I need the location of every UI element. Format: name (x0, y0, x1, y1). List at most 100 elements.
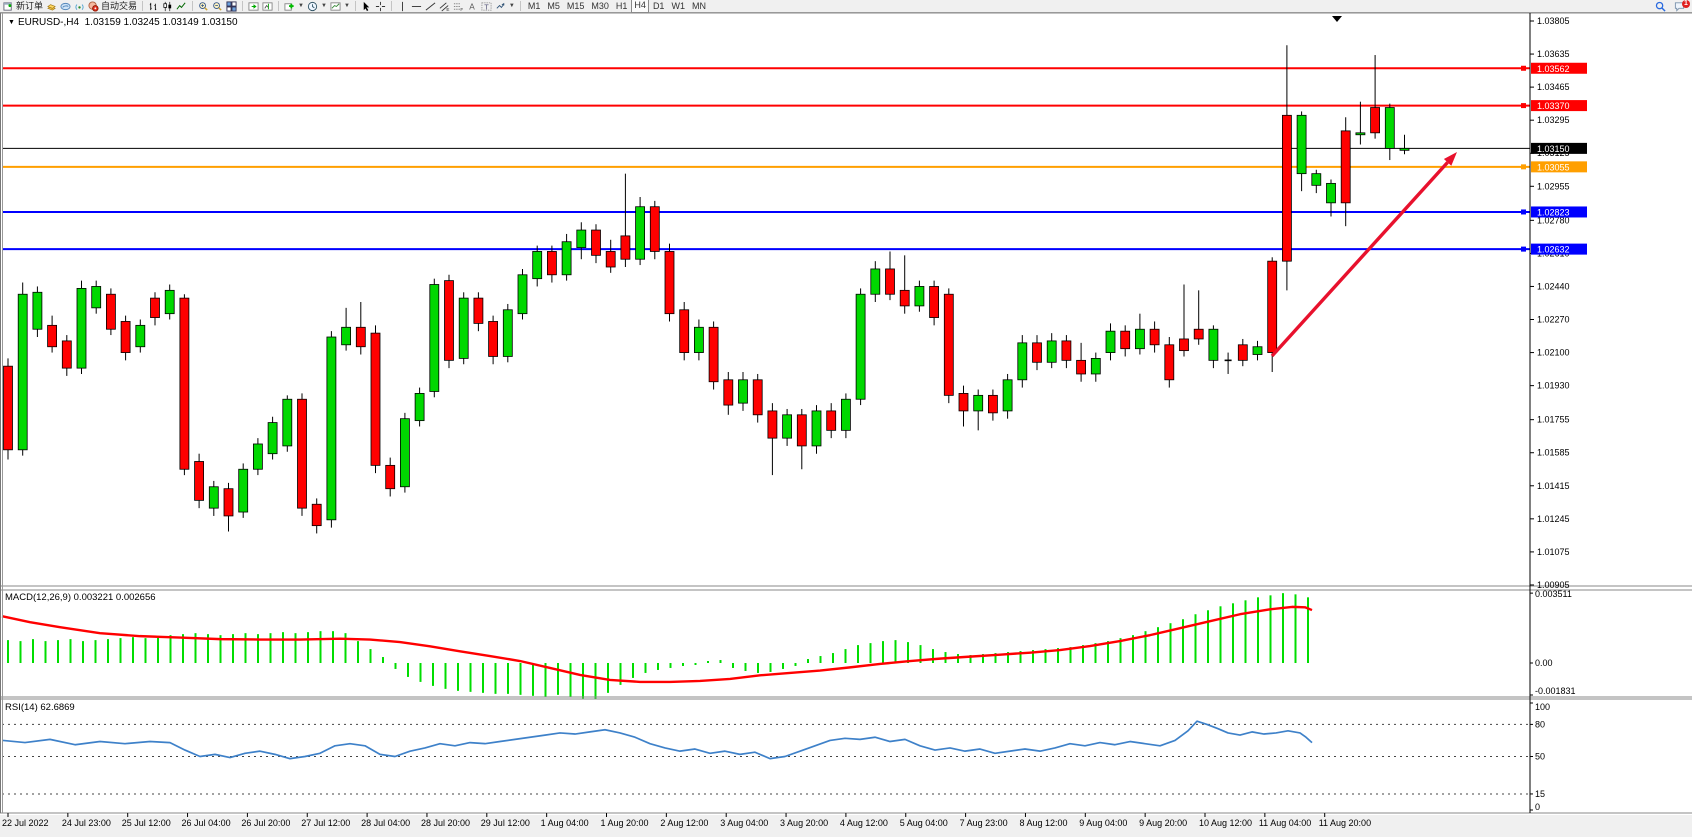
svg-text:0.003511: 0.003511 (1535, 589, 1572, 599)
svg-text:T: T (484, 2, 489, 11)
text-label-tool-button[interactable]: T (480, 0, 493, 12)
zoom-in-button[interactable] (197, 0, 210, 12)
toolbar-separator (354, 1, 356, 11)
macd-panel[interactable] (1, 593, 1313, 700)
toolbar-separator (142, 1, 144, 11)
horizontal-price-lines[interactable] (2, 65, 1530, 252)
indicators-dropdown-arrow: ▼ (298, 3, 304, 9)
bar-chart-button[interactable] (147, 0, 160, 12)
market-watch-button[interactable] (45, 0, 58, 12)
timeframe-m30-button[interactable]: M30 (591, 1, 609, 11)
crosshair-icon (375, 1, 385, 11)
svg-text:2 Aug 12:00: 2 Aug 12:00 (660, 818, 708, 828)
timeframe-d1-button[interactable]: D1 (652, 1, 665, 11)
templates-button[interactable]: ▼ (329, 0, 351, 12)
crosshair-tool-button[interactable] (374, 0, 387, 12)
timeframe-w1-button[interactable]: W1 (671, 1, 685, 11)
text-icon: A (469, 2, 475, 11)
arrows-dropdown-arrow: ▼ (508, 3, 515, 9)
chart-symbol-timeframe: EURUSD-,H4 (17, 17, 80, 28)
svg-text:80: 80 (1535, 719, 1545, 729)
svg-text:1 Aug 20:00: 1 Aug 20:00 (601, 818, 649, 828)
zoom-out-icon (213, 1, 222, 11)
timeframe-m1-button[interactable]: M1 (527, 1, 541, 11)
equidistant-channel-tool-button[interactable]: E (438, 0, 451, 12)
svg-text:1.02100: 1.02100 (1537, 348, 1570, 358)
timeframe-mn-button[interactable]: MN (691, 1, 706, 11)
tile-windows-icon (226, 0, 237, 12)
toolbar-separator (519, 1, 521, 11)
autotrade-icon (88, 0, 99, 12)
svg-text:F: F (460, 7, 463, 12)
cursor-tool-button[interactable] (360, 0, 373, 12)
cursor-icon (363, 1, 370, 11)
trendline-tool-button[interactable] (424, 0, 437, 12)
svg-text:1.03295: 1.03295 (1537, 115, 1570, 125)
svg-text:1.01755: 1.01755 (1537, 415, 1570, 425)
periods-icon (307, 1, 318, 11)
chart-window-button[interactable] (59, 0, 72, 12)
candlestick-chart-button[interactable] (161, 0, 174, 12)
svg-text:11 Aug 04:00: 11 Aug 04:00 (1259, 818, 1311, 828)
rsi-panel[interactable] (2, 720, 1530, 795)
market-watch-icon (47, 3, 56, 11)
periods-button[interactable]: ▼ (306, 0, 328, 12)
price-badge (1531, 142, 1587, 154)
tile-windows-button[interactable] (225, 0, 238, 12)
text-label-icon: T (481, 2, 492, 11)
horizontal-line-tool-button[interactable] (410, 0, 423, 12)
svg-text:1.02823: 1.02823 (1537, 207, 1570, 217)
search-icon (1655, 1, 1666, 12)
svg-text:9 Aug 20:00: 9 Aug 20:00 (1139, 818, 1187, 828)
candles-layer[interactable] (3, 45, 1410, 534)
svg-text:50: 50 (1535, 752, 1545, 762)
auto-scroll-button[interactable] (247, 0, 260, 12)
price-badge (1531, 206, 1587, 218)
vertical-line-tool-button[interactable] (396, 0, 409, 12)
timeframe-h1-button[interactable]: H1 (615, 1, 628, 11)
new-order-icon (3, 1, 12, 11)
svg-text:7 Aug 23:00: 7 Aug 23:00 (960, 818, 1008, 828)
price-badge (1531, 161, 1587, 173)
toolbar-separator (390, 1, 392, 11)
templates-icon (330, 1, 341, 11)
line-chart-button[interactable] (175, 0, 188, 12)
autotrade-button[interactable]: 自动交易 (87, 0, 138, 12)
signal-button[interactable] (73, 0, 86, 12)
chart-shift-button[interactable] (261, 0, 274, 12)
search-button[interactable] (1654, 1, 1667, 13)
timeframe-m5-button[interactable]: M5 (547, 1, 560, 11)
timeframe-m15-button[interactable]: M15 (566, 1, 585, 11)
new-order-label: 新订单 (16, 1, 44, 11)
svg-text:3 Aug 04:00: 3 Aug 04:00 (720, 818, 768, 828)
svg-text:1.02955: 1.02955 (1537, 181, 1570, 191)
svg-text:1.03055: 1.03055 (1537, 162, 1570, 172)
symbol-dropdown-icon[interactable]: ▼ (8, 19, 15, 26)
svg-text:4 Aug 12:00: 4 Aug 12:00 (840, 818, 888, 828)
svg-text:1.01930: 1.01930 (1537, 381, 1570, 391)
trend-arrow[interactable] (1270, 152, 1457, 358)
trendline-icon (425, 1, 436, 11)
periods-dropdown-arrow: ▼ (320, 3, 327, 9)
horizontal-line-icon (411, 5, 421, 7)
chart-shift-marker-layer (1332, 16, 1342, 22)
svg-text:28 Jul 20:00: 28 Jul 20:00 (421, 818, 470, 828)
fibonacci-icon: F (453, 2, 463, 12)
arrows-tool-button[interactable]: ▼ (494, 0, 516, 12)
text-tool-button[interactable]: A (466, 0, 479, 12)
svg-text:1.03635: 1.03635 (1537, 49, 1570, 59)
line-handle (1521, 209, 1526, 215)
svg-text:8 Aug 12:00: 8 Aug 12:00 (1019, 818, 1067, 828)
notifications-button[interactable]: 1 (1673, 0, 1690, 13)
zoom-out-button[interactable] (211, 0, 224, 12)
indicators-icon (284, 2, 294, 11)
toolbar-separator (278, 1, 280, 11)
new-order-button[interactable]: 新订单 (2, 0, 44, 12)
svg-text:22 Jul 2022: 22 Jul 2022 (2, 818, 49, 828)
svg-text:11 Aug 20:00: 11 Aug 20:00 (1319, 818, 1371, 828)
line-handle (1521, 65, 1526, 71)
indicators-button[interactable]: ▼ (283, 0, 305, 12)
fibonacci-tool-button[interactable]: F (452, 0, 465, 12)
